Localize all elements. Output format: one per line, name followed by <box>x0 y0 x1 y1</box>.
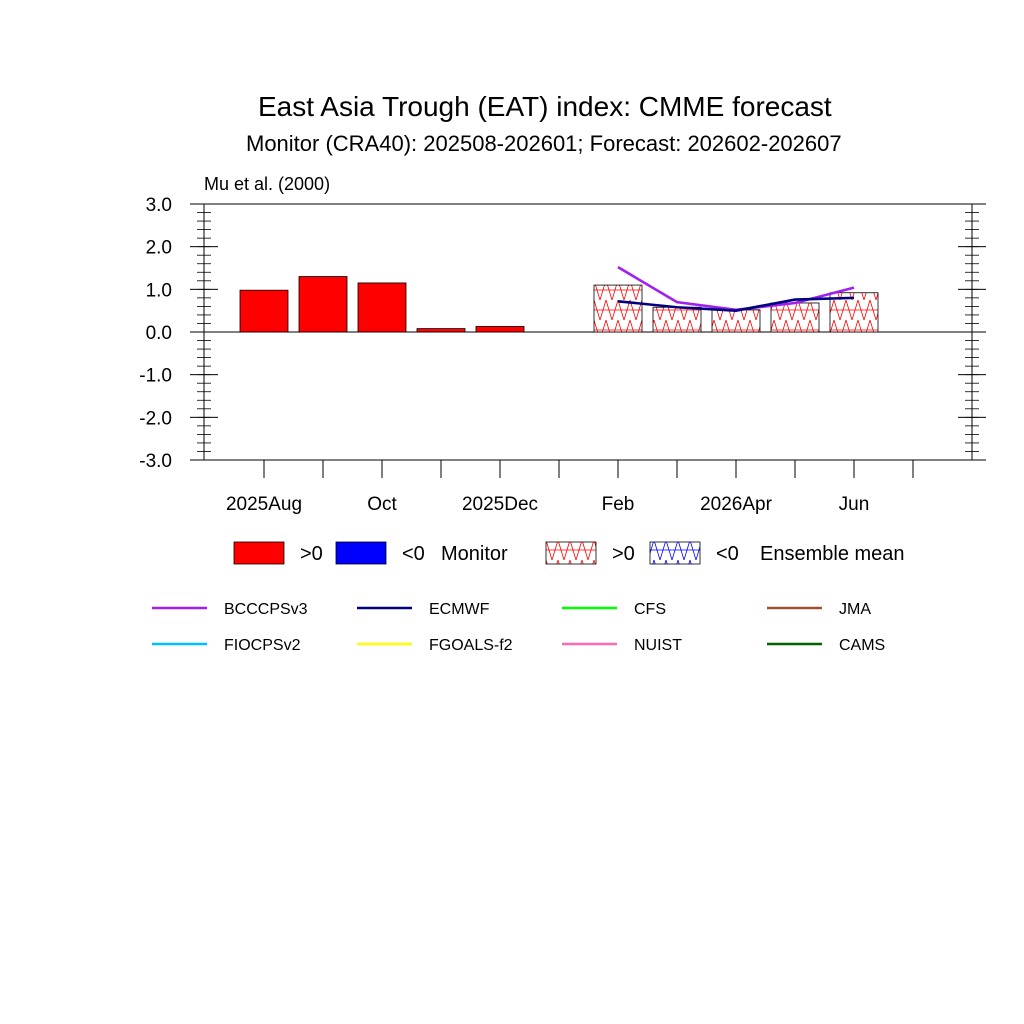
chart-title: East Asia Trough (EAT) index: CMME forec… <box>258 91 832 122</box>
model-line-group <box>617 266 855 312</box>
x-tick-label: Feb <box>602 494 635 515</box>
y-tick-label: 0.0 <box>146 323 172 344</box>
y-axis: 3.0 2.0 1.0 0.0 -1.0 -2.0 -3.0 <box>139 195 986 472</box>
x-tick-label: Oct <box>367 494 397 515</box>
y-tick-label: 1.0 <box>146 280 172 301</box>
legend-monitor-neg-label: <0 <box>402 543 425 565</box>
bar-group <box>239 276 879 333</box>
legend-ens-pos-swatch <box>545 541 597 565</box>
y-tick-label: -3.0 <box>139 451 172 472</box>
legend-monitor-pos-label: >0 <box>300 543 323 565</box>
x-tick-label: 2025Dec <box>462 494 538 515</box>
x-tick-label: 2025Aug <box>226 494 302 515</box>
legend-model-label: NUIST <box>634 637 682 654</box>
legend-monitor-neg-swatch <box>335 541 387 565</box>
legend: >0 <0 Monitor >0 <0 Ensemble mean BCCCPSv3 ECMW… <box>152 541 905 654</box>
y-tick-label: 3.0 <box>146 195 172 216</box>
ensemble-bar <box>652 306 702 333</box>
y-tick-label: -1.0 <box>139 366 172 387</box>
legend-ens-neg-label: <0 <box>716 543 739 565</box>
legend-model-label: JMA <box>839 601 871 618</box>
monitor-bar <box>298 276 348 333</box>
legend-model-label: CFS <box>634 601 666 618</box>
ensemble-bar <box>593 284 643 333</box>
legend-ens-pos-label: >0 <box>612 543 635 565</box>
legend-model-label: ECMWF <box>429 601 490 618</box>
legend-ensemble-label: Ensemble mean <box>760 543 905 565</box>
monitor-bar <box>357 282 407 333</box>
ensemble-bar <box>770 302 820 333</box>
legend-ens-neg-swatch <box>649 541 701 565</box>
legend-monitor-pos-swatch <box>233 541 285 565</box>
chart-reference: Mu et al. (2000) <box>204 174 331 194</box>
y-tick-label: -2.0 <box>139 408 172 429</box>
x-tick-label: 2026Apr <box>700 494 773 515</box>
model-line-ecmwf <box>617 296 855 312</box>
legend-model-label: CAMS <box>839 637 885 654</box>
legend-model-label: FGOALS-f2 <box>429 637 513 654</box>
x-tick-label: Jun <box>839 494 870 515</box>
chart-subtitle: Monitor (CRA40): 202508-202601; Forecast… <box>246 131 842 156</box>
monitor-bar <box>475 326 525 333</box>
legend-monitor-label: Monitor <box>441 543 508 565</box>
ensemble-bar <box>711 309 761 333</box>
y-tick-label: 2.0 <box>146 238 172 259</box>
monitor-bar <box>416 328 466 333</box>
monitor-bar <box>239 289 289 333</box>
x-axis: 2025Aug Oct 2025Dec Feb 2026Apr Jun <box>226 460 914 515</box>
legend-model-label: BCCCPSv3 <box>224 601 308 618</box>
legend-model-label: FIOCPSv2 <box>224 637 301 654</box>
